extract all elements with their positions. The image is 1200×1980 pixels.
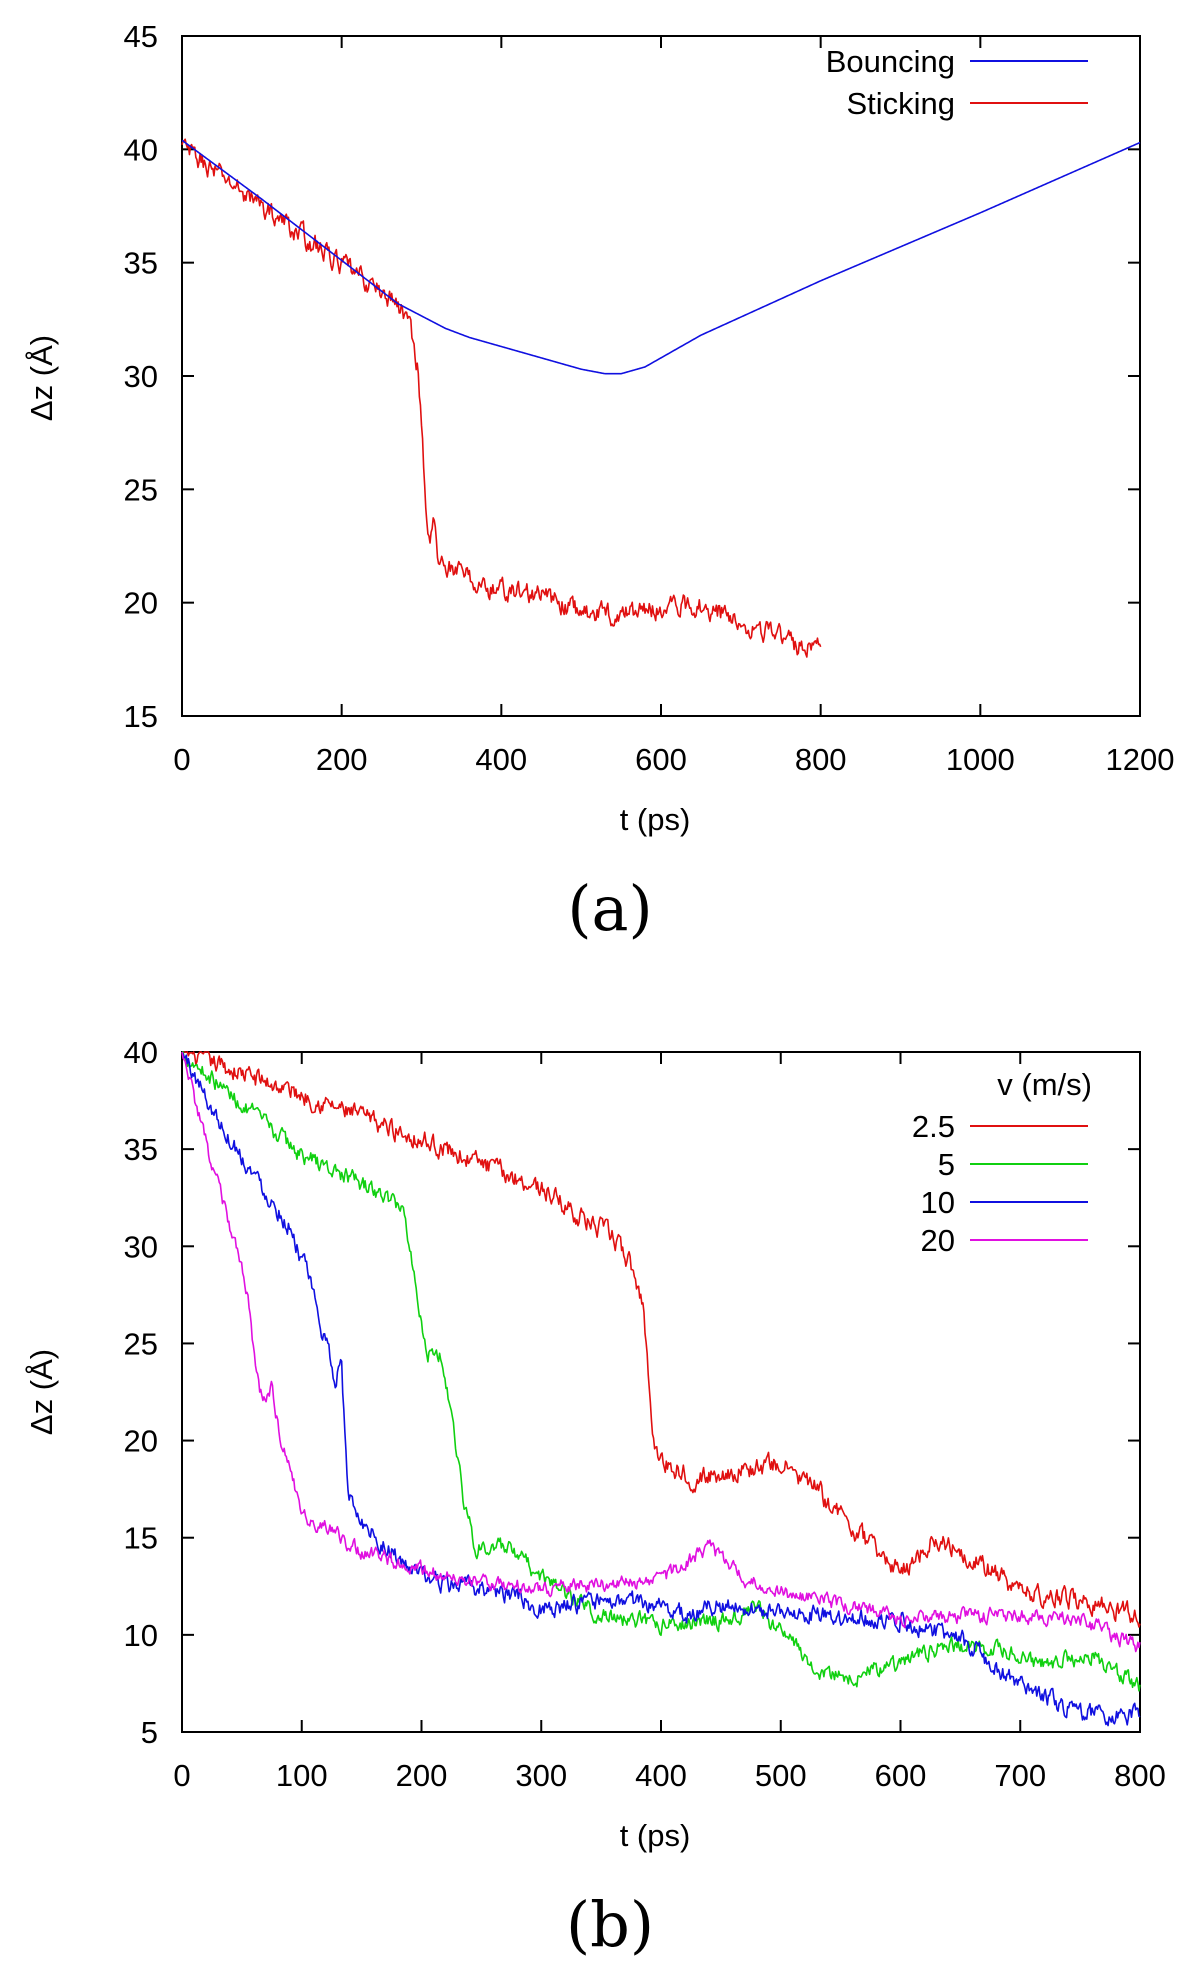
- legend-label-v-2.5: 2.5: [912, 1109, 955, 1144]
- panel-b-x-tick-label: 100: [276, 1758, 328, 1793]
- series-line-bouncing: [181, 139, 1141, 375]
- panel-a-y-tick-label: 35: [124, 246, 158, 281]
- panel-b-y-axis-title: Δz (Å): [24, 1349, 59, 1435]
- panel-a-y-tick-label: 30: [124, 359, 158, 394]
- panel-a-label: (a): [567, 872, 652, 945]
- legend-label-v-10: 10: [921, 1185, 955, 1220]
- panel-a-x-tick-label: 600: [635, 742, 687, 777]
- panel-a-y-tick-labels: 15 20 25 30 35 40 45: [124, 19, 158, 734]
- panel-a-x-tick-label: 400: [475, 742, 527, 777]
- panel-a-x-tick-label: 1000: [946, 742, 1015, 777]
- panel-b-x-axis-title: t (ps): [620, 1818, 691, 1853]
- panel-b-x-tick-label: 400: [635, 1758, 687, 1793]
- panel-a-legend: Bouncing Sticking: [826, 44, 1088, 121]
- legend-title: v (m/s): [997, 1067, 1092, 1102]
- panel-b-series: [181, 1051, 1141, 1727]
- panel-b-y-tick-label: 40: [124, 1035, 158, 1070]
- series-line-v-5: [182, 1051, 1141, 1692]
- panel-a-y-tick-label: 25: [124, 472, 158, 507]
- panel-a-x-tick-label: 200: [316, 742, 368, 777]
- panel-b-x-tick-labels: 0 100 200 300 400 500 600 700 800: [173, 1758, 1165, 1793]
- panel-a-x-tick-labels: 0 200 400 600 800 1000 1200: [173, 742, 1174, 777]
- series-line-v-20: [181, 1051, 1141, 1653]
- panel-b-y-tick-label: 20: [124, 1424, 158, 1459]
- legend-label-v-20: 20: [921, 1223, 955, 1258]
- panel-b-x-tick-label: 300: [515, 1758, 567, 1793]
- panel-b-y-tick-labels: 5 10 15 20 25 30 35 40: [124, 1035, 158, 1750]
- panel-a-y-axis-title: Δz (Å): [24, 335, 59, 421]
- panel-a-series: [181, 138, 1141, 658]
- series-line-v-10: [181, 1051, 1141, 1727]
- legend-label-sticking: Sticking: [846, 86, 955, 121]
- panel-a-x-axis-title: t (ps): [620, 802, 691, 837]
- panel-b-x-tick-label: 500: [755, 1758, 807, 1793]
- panel-b-x-tick-label: 800: [1114, 1758, 1166, 1793]
- panel-b-x-tick-label: 200: [396, 1758, 448, 1793]
- panel-b: 0 100 200 300 400 500 600 700 800 5 10 1…: [24, 1035, 1166, 1961]
- panel-b-y-tick-label: 10: [124, 1618, 158, 1653]
- panel-a-y-tick-label: 45: [124, 19, 158, 54]
- legend-label-bouncing: Bouncing: [826, 44, 955, 79]
- panel-a-y-tick-label: 20: [124, 586, 158, 621]
- panel-a-x-tick-label: 800: [795, 742, 847, 777]
- panel-b-y-tick-label: 25: [124, 1326, 158, 1361]
- panel-a-x-tick-label: 1200: [1106, 742, 1175, 777]
- panel-b-x-tick-label: 700: [994, 1758, 1046, 1793]
- panel-b-x-tick-label: 600: [875, 1758, 927, 1793]
- panel-a-ticks: [181, 35, 1141, 717]
- panel-b-ticks: [181, 1051, 1141, 1733]
- panel-b-x-tick-label: 0: [173, 1758, 190, 1793]
- series-line-v-2.5: [182, 1051, 1141, 1628]
- panel-a: 0 200 400 600 800 1000 1200 15 20 25 30 …: [24, 19, 1174, 945]
- panel-a-y-tick-label: 15: [124, 699, 158, 734]
- panel-b-y-tick-label: 5: [141, 1715, 158, 1750]
- panel-a-x-tick-label: 0: [173, 742, 190, 777]
- panel-b-y-tick-label: 35: [124, 1132, 158, 1167]
- series-line-sticking: [181, 138, 822, 658]
- panel-b-y-tick-label: 15: [124, 1521, 158, 1556]
- panel-a-y-tick-label: 40: [124, 132, 158, 167]
- legend-label-v-5: 5: [938, 1147, 955, 1182]
- panel-b-label: (b): [566, 1888, 654, 1961]
- panel-b-y-tick-label: 30: [124, 1229, 158, 1264]
- panel-b-legend: v (m/s) 2.5 5 10 20: [912, 1067, 1092, 1258]
